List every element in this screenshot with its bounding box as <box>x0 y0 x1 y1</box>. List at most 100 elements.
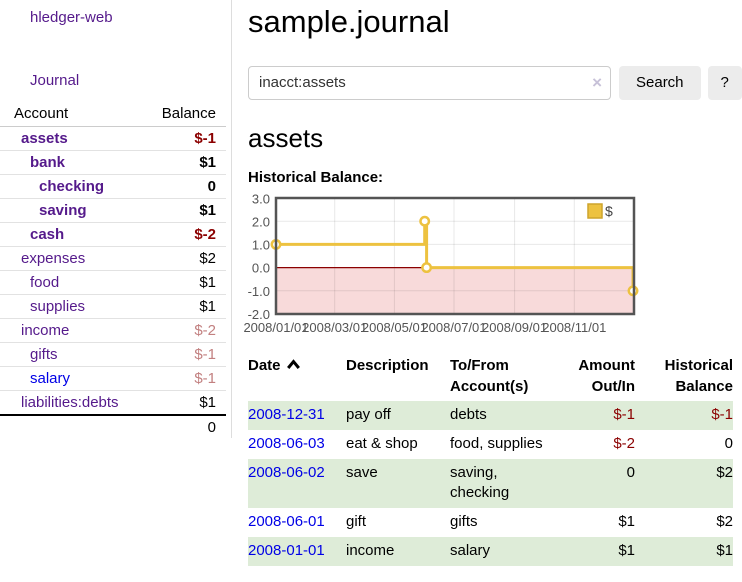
transaction-date-link[interactable]: 2008-12-31 <box>248 406 325 424</box>
transaction-description: income <box>346 542 395 560</box>
svg-text:2008/01/01: 2008/01/01 <box>243 320 308 335</box>
brand-link[interactable]: hledger-web <box>30 9 113 26</box>
account-row: assets $-1 <box>0 126 226 151</box>
accounts-total-value: 0 <box>136 414 226 439</box>
account-link-assets[interactable]: assets <box>21 130 68 147</box>
accounts-header-row: Account Balance <box>0 102 226 127</box>
register-header-description: Description <box>346 357 429 375</box>
account-balance: $-1 <box>136 366 226 391</box>
register-row: 2008-06-01 gift gifts $1 $2 <box>248 508 733 537</box>
transaction-date-link[interactable]: 2008-06-01 <box>248 513 325 531</box>
register-header-row: Date Description To/From Account(s) Amou… <box>248 353 733 401</box>
register-row: 2008-06-03 eat & shop food, supplies $-2… <box>248 430 733 459</box>
account-link-saving[interactable]: saving <box>39 202 87 219</box>
svg-text:3.0: 3.0 <box>252 194 270 207</box>
transaction-date-link[interactable]: 2008-01-01 <box>248 542 325 560</box>
transaction-accounts: debts <box>450 406 487 424</box>
account-link-food[interactable]: food <box>30 274 60 291</box>
svg-text:-2.0: -2.0 <box>248 307 270 322</box>
account-link-cash[interactable]: cash <box>30 226 65 243</box>
account-link-liabilities-debts[interactable]: liabilities:debts <box>21 394 119 411</box>
svg-text:2008/03/01: 2008/03/01 <box>302 320 367 335</box>
page-title: sample.journal <box>248 4 450 39</box>
main-content: sample.journal × Search ? assets Histori… <box>243 0 742 567</box>
account-row: checking 0 <box>0 174 226 199</box>
account-balance: $1 <box>136 270 226 295</box>
accounts-header-balance: Balance <box>136 102 226 127</box>
account-link-income[interactable]: income <box>21 322 70 339</box>
plot-border <box>274 196 636 316</box>
account-row: food $1 <box>0 270 226 295</box>
account-balance: $1 <box>136 294 226 319</box>
account-balance: $-1 <box>136 342 226 367</box>
search-input[interactable] <box>248 65 611 100</box>
account-row: income $-2 <box>0 318 226 343</box>
transaction-balance: $1 <box>716 542 733 560</box>
svg-text:2008/09/01: 2008/09/01 <box>482 320 547 335</box>
register-table: Date Description To/From Account(s) Amou… <box>248 353 733 567</box>
transaction-description: pay off <box>346 406 391 424</box>
account-balance: 0 <box>136 174 226 199</box>
legend-swatch <box>587 203 603 219</box>
account-balance: $-2 <box>136 222 226 247</box>
transaction-description: eat & shop <box>346 435 418 453</box>
register-row: 2008-12-31 pay off debts $-1 $-1 <box>248 401 733 431</box>
register-header-date[interactable]: Date <box>248 353 346 401</box>
account-heading: assets <box>248 122 324 153</box>
account-link-expenses[interactable]: expenses <box>21 250 86 267</box>
transaction-date-link[interactable]: 2008-06-02 <box>248 464 325 482</box>
sort-asc-icon <box>286 359 300 370</box>
account-row: bank $1 <box>0 150 226 175</box>
svg-text:-1.0: -1.0 <box>248 284 270 299</box>
account-balance: $1 <box>136 150 226 175</box>
sidebar: hledger-web Journal Account Balance asse… <box>0 0 232 439</box>
register-row: 2008-01-01 income salary $1 $1 <box>248 537 733 567</box>
account-row: saving $1 <box>0 198 226 223</box>
account-link-supplies[interactable]: supplies <box>30 298 86 315</box>
chart-title: Historical Balance: <box>248 169 384 187</box>
account-row: salary $-1 <box>0 366 226 391</box>
account-link-salary[interactable]: salary <box>30 370 71 387</box>
account-balance: $-2 <box>136 318 226 343</box>
register-row: 2008-06-02 save saving, checking 0 $2 <box>248 459 733 509</box>
account-balance: $1 <box>136 390 226 416</box>
svg-text:1.0: 1.0 <box>252 238 270 253</box>
account-link-checking[interactable]: checking <box>39 178 105 195</box>
account-balance: $-1 <box>136 126 226 151</box>
transaction-accounts: gifts <box>450 513 478 531</box>
clear-search-icon[interactable]: × <box>592 72 602 92</box>
legend-label: $ <box>605 203 613 219</box>
transaction-description: gift <box>346 513 367 531</box>
search-button[interactable]: Search <box>619 65 701 100</box>
svg-text:0.0: 0.0 <box>252 261 270 276</box>
svg-text:2.0: 2.0 <box>252 215 270 230</box>
y-axis-labels: 3.0 2.0 1.0 0.0 -1.0 -2.0 <box>248 194 270 322</box>
transaction-accounts: food, supplies <box>450 435 543 453</box>
transaction-amount: $-1 <box>613 406 635 424</box>
search-form: × Search ? <box>248 65 742 100</box>
svg-text:2008/07/01: 2008/07/01 <box>421 320 486 335</box>
account-row: liabilities:debts $1 <box>0 390 226 416</box>
account-row: supplies $1 <box>0 294 226 319</box>
negative-region <box>277 267 633 314</box>
transaction-balance: $2 <box>716 513 733 531</box>
transaction-amount: $-2 <box>613 435 635 453</box>
account-link-bank[interactable]: bank <box>30 154 66 171</box>
help-button[interactable]: ? <box>707 65 742 100</box>
transaction-amount: $1 <box>618 542 635 560</box>
transaction-accounts: salary <box>450 542 491 560</box>
transaction-accounts: saving, checking <box>450 464 510 502</box>
accounts-table: Account Balance assets $-1 bank $1 check… <box>0 102 226 439</box>
transaction-date-link[interactable]: 2008-06-03 <box>248 435 325 453</box>
sidebar-item-journal[interactable]: Journal <box>30 72 80 89</box>
account-balance: $1 <box>136 198 226 223</box>
transaction-description: save <box>346 464 378 482</box>
transaction-balance: $-1 <box>711 406 733 424</box>
transaction-amount: $1 <box>618 513 635 531</box>
register-header-amount: Amount Out/In <box>578 357 635 396</box>
x-axis-labels: 2008/01/01 2008/03/01 2008/05/01 2008/07… <box>243 320 606 335</box>
account-link-gifts[interactable]: gifts <box>30 346 58 363</box>
register-header-accounts: To/From Account(s) <box>450 357 529 396</box>
account-row: expenses $2 <box>0 246 226 271</box>
transaction-balance: $2 <box>716 464 733 482</box>
